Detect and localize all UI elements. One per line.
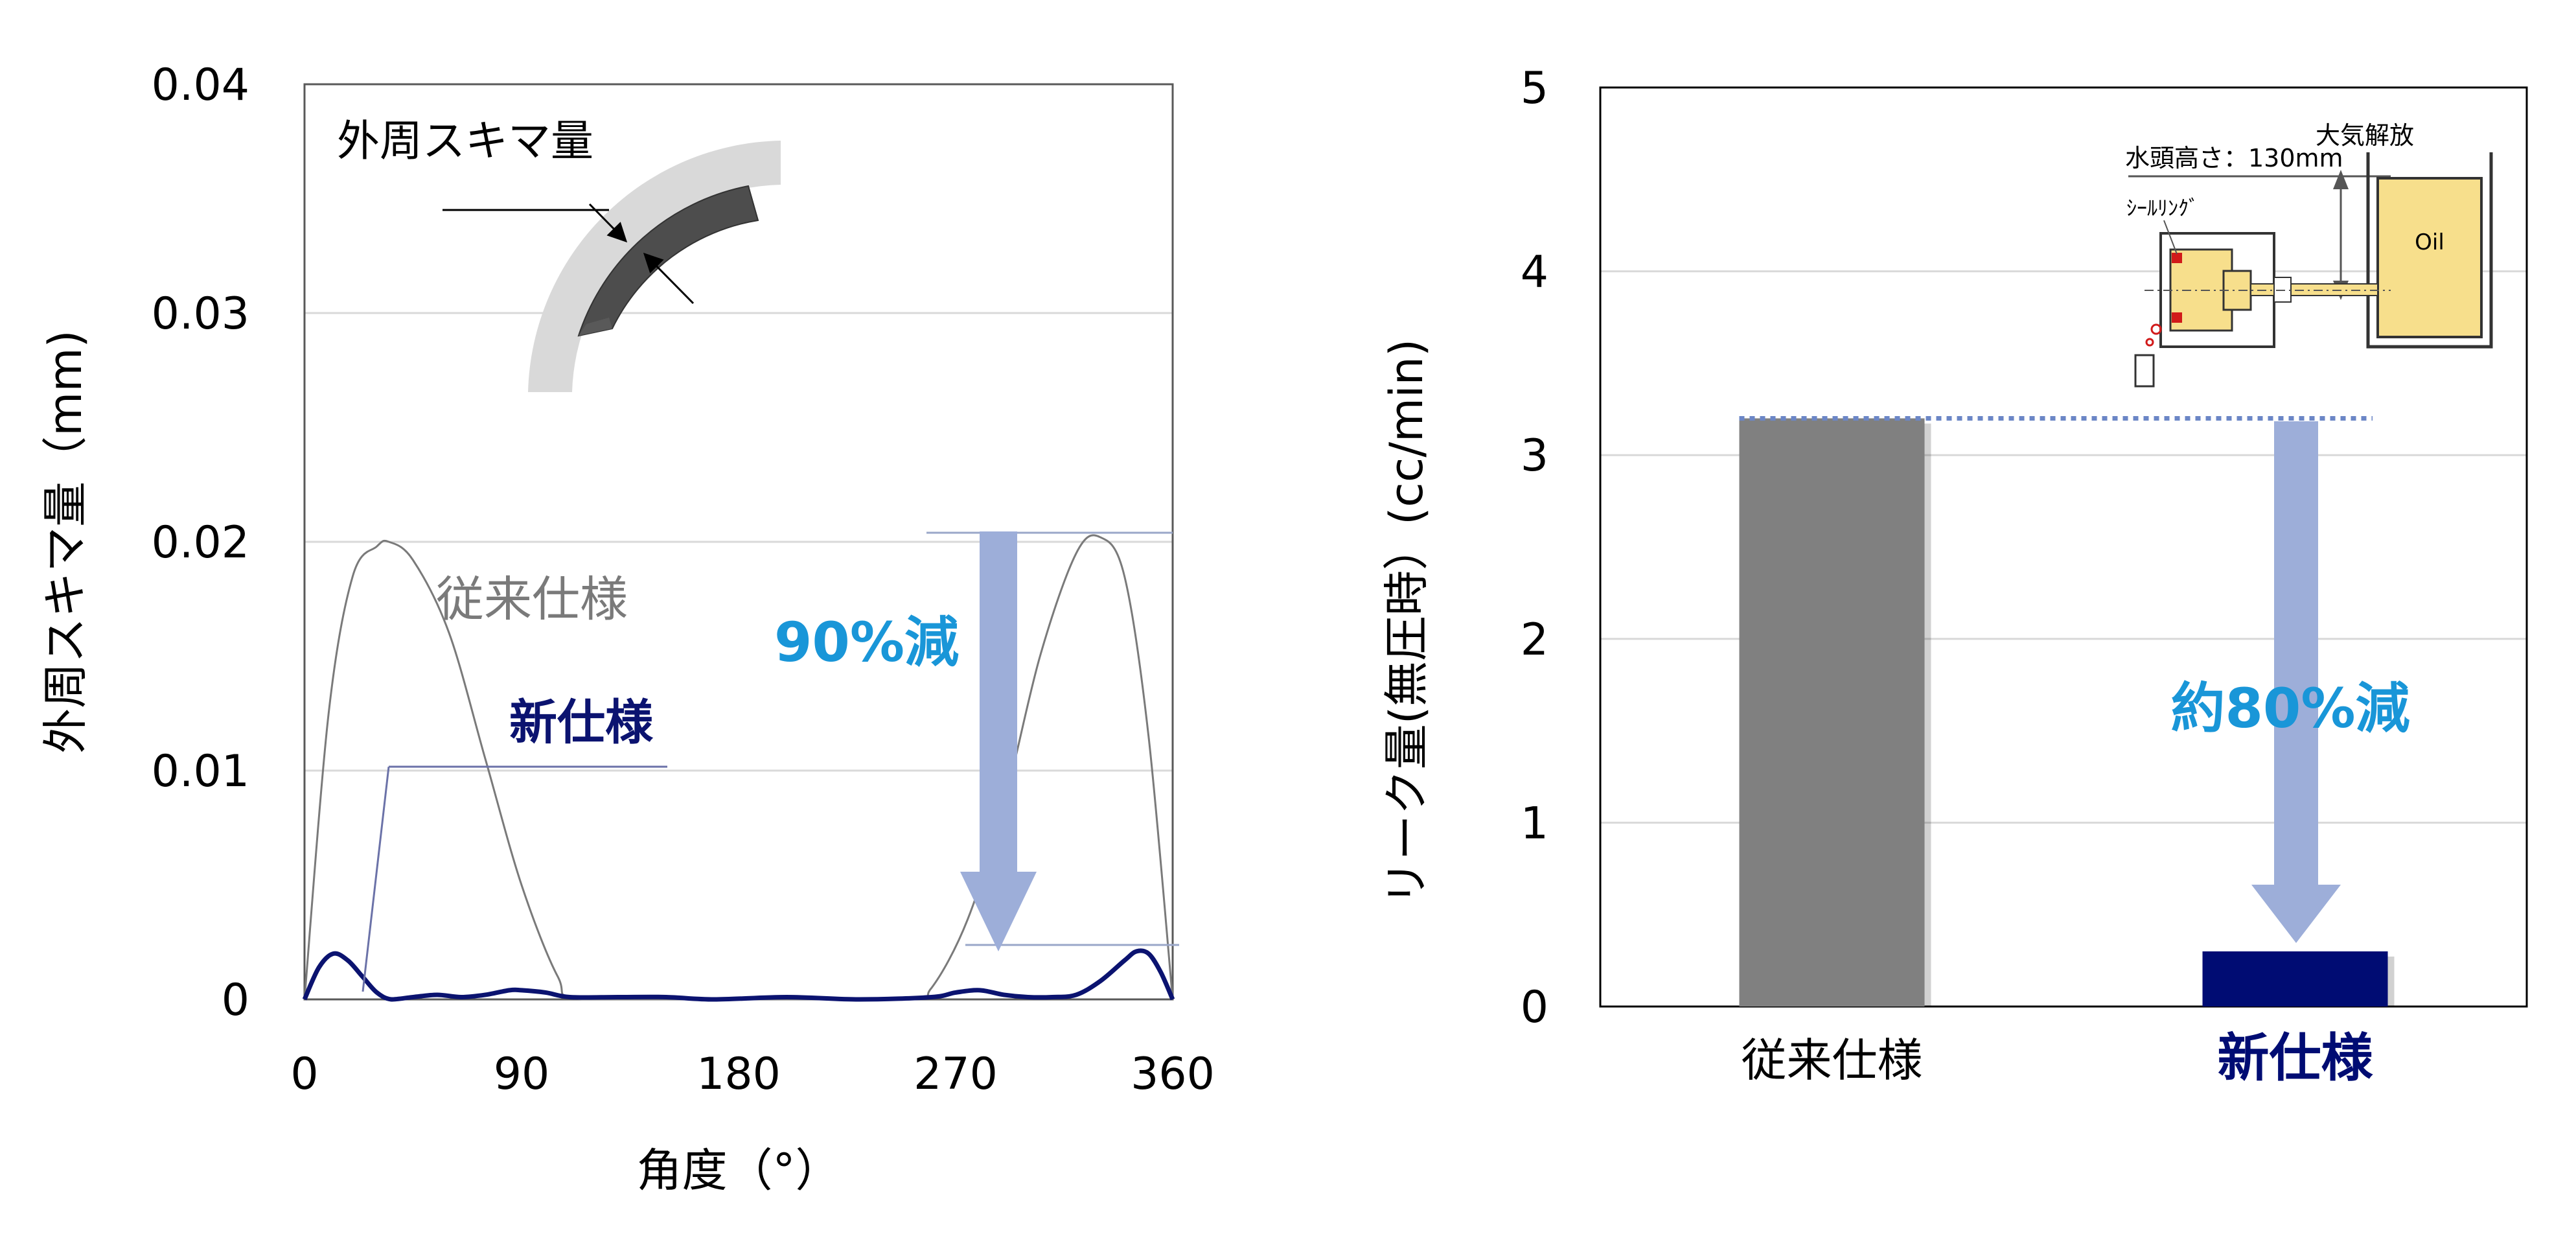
inner-arc-step (579, 318, 612, 336)
reduction-arrow-right (2251, 421, 2341, 943)
right-y-tick-label: 3 (1521, 430, 1548, 482)
inset-drop-1 (2150, 323, 2162, 335)
inset-oil-tank (2376, 177, 2483, 338)
right-y-axis-label: リーク量(無圧時）(cc/min) (1380, 339, 1433, 906)
left-x-axis-label: 角度（°） (637, 1144, 841, 1197)
left-y-tick-labels: 0 0.01 0.02 0.03 0.04 (152, 60, 249, 1026)
new-series-leader-v (362, 766, 390, 992)
gap-inset-sketch: 外周スキマ量 (337, 116, 781, 392)
inset-seal-label: ｼｰﾙﾘﾝｸﾞ (2126, 196, 2199, 220)
left-chart: 0 0.01 0.02 0.03 0.04 0 90 180 270 360 外周スキマ量（mm… (39, 60, 1215, 1197)
left-x-tick-label: 90 (494, 1049, 550, 1100)
left-x-tick-label: 0 (290, 1049, 318, 1100)
left-x-tick-label: 360 (1131, 1049, 1215, 1100)
left-x-tick-label: 270 (914, 1049, 998, 1100)
inset-measuring-cup (2134, 354, 2155, 388)
right-y-tick-label: 4 (1521, 247, 1548, 298)
series-label-conventional: 従来仕様 (436, 572, 628, 627)
gap-arrow-outer (588, 203, 628, 243)
right-y-tick-labels: 0 1 2 3 4 5 (1521, 63, 1548, 1033)
left-y-tick-label: 0.03 (152, 288, 249, 340)
right-x-tick-label: 新仕様 (2218, 1028, 2374, 1088)
right-y-tick-label: 1 (1521, 798, 1548, 849)
inset-open-label: 大気解放 (2316, 121, 2414, 150)
left-y-axis-label: 外周スキマ量（mm) (39, 330, 92, 754)
bar (1739, 418, 1925, 1007)
reduction-arrow-left (960, 531, 1037, 951)
inset-title: 外周スキマ量 (337, 116, 593, 166)
series-line-new (302, 948, 1175, 1002)
right-x-tick-labels: 従来仕様 新仕様 (1742, 1028, 2374, 1088)
inset-tank-wall (2366, 152, 2493, 349)
bar (2202, 951, 2388, 1007)
right-y-tick-label: 2 (1521, 614, 1548, 666)
reduction-text-left: 90%減 (774, 611, 959, 674)
right-bars (1739, 418, 2395, 1007)
inset-seal-ring-top (2172, 253, 2182, 263)
outer-arc-band (528, 141, 781, 392)
series-label-new: 新仕様 (509, 695, 654, 751)
right-y-tick-label: 0 (1521, 982, 1548, 1033)
left-x-tick-label: 180 (696, 1049, 781, 1100)
left-y-tick-label: 0.01 (152, 746, 249, 797)
leak-test-inset: 大気解放 水頭高さ：130mm ｼｰﾙﾘﾝｸﾞ Oil (2125, 121, 2493, 388)
left-x-tick-labels: 0 90 180 270 360 (290, 1049, 1215, 1100)
inset-drop-2 (2145, 338, 2154, 347)
inset-head-label: 水頭高さ：130mm (2125, 144, 2343, 172)
left-y-tick-label: 0 (222, 975, 249, 1026)
right-chart: 0 1 2 3 4 5 従来仕様 新仕様 リーク量(無圧時）(cc/min) 約80%減 大… (1380, 63, 2528, 1088)
right-x-tick-label: 従来仕様 (1742, 1034, 1923, 1087)
right-y-tick-label: 5 (1521, 63, 1548, 114)
inset-seal-ring-bottom (2172, 312, 2182, 323)
right-plot-frame (1599, 86, 2528, 1008)
inset-seal-leader (2163, 220, 2178, 255)
inset-oil-label: Oil (2415, 229, 2444, 255)
left-y-tick-label: 0.04 (152, 60, 249, 111)
gap-arrow-inner (643, 252, 695, 305)
inner-arc-band (577, 185, 759, 337)
left-y-tick-label: 0.02 (152, 517, 249, 568)
reduction-text-right: 約80%減 (2170, 677, 2409, 740)
